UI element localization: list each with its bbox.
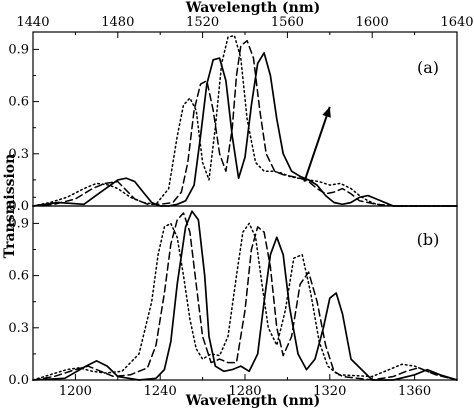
panel-a-xtick-label: 1640 <box>440 15 473 30</box>
panel-b-xtick-label: 1240 <box>144 384 177 399</box>
bottom-x-axis-title: Wavelength (nm) <box>185 393 321 409</box>
panel-a-ytick-label: 0.6 <box>8 95 29 110</box>
panel-b-ytick-label: 0.3 <box>8 321 29 336</box>
panel-b-label: (b) <box>417 230 440 249</box>
panel-a-xtick-label: 1560 <box>271 15 304 30</box>
top-x-axis-title: Wavelength (nm) <box>185 0 321 16</box>
panel-b-series-solid <box>32 210 458 381</box>
y-axis-title: Transmission <box>2 154 18 259</box>
panel-a-xtick-label: 1600 <box>356 15 389 30</box>
panel-b-xtick-label: 1360 <box>398 384 431 399</box>
panel-a-xtick-label: 1440 <box>16 15 49 30</box>
panel-a-arrow-shaft <box>303 106 331 182</box>
panel-b-xtick-label: 1200 <box>59 384 92 399</box>
panel-a-ytick-label: 0.9 <box>8 42 29 57</box>
panel-a: 0.0 0.3 0.6 0.9 1440 1480 1520 1560 1600 1640 <box>8 15 473 214</box>
panel-a-series-dashed <box>32 39 458 207</box>
panel-b-ytick-label: 0.0 <box>8 373 29 388</box>
panel-a-series-dotted <box>32 34 458 207</box>
panel-b-series-dotted <box>32 222 458 381</box>
panel-a-xtick-label: 1520 <box>186 15 219 30</box>
panel-b-xtick-label: 1280 <box>228 384 261 399</box>
panel-b-ytick-label: 0.9 <box>8 216 29 231</box>
panel-a-series-solid <box>32 52 458 207</box>
panel-a-frame <box>32 31 458 207</box>
panel-a-ytick-label: 0.0 <box>8 199 29 214</box>
panel-a-arrow-head <box>322 106 331 118</box>
panel-b-frame <box>32 205 458 381</box>
panel-a-ytick-label: 0.3 <box>8 147 29 162</box>
panel-b-series-dashed <box>32 212 458 381</box>
panel-a-xtick-label: 1480 <box>101 15 134 30</box>
panel-b: 0.0 0.3 0.6 0.9 1200 1240 1280 1320 1360 <box>8 196 458 399</box>
panel-a-label: (a) <box>417 58 439 77</box>
panel-b-ytick-label: 0.6 <box>8 269 29 284</box>
panel-b-xtick-label: 1320 <box>313 384 346 399</box>
